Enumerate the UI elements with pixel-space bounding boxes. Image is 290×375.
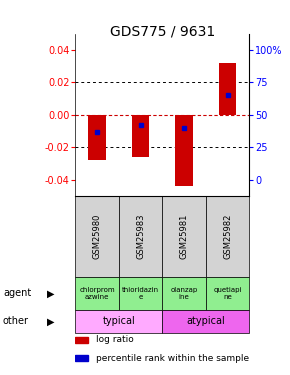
Bar (75, 196, 119, 277)
Bar (162, 277, 206, 310)
Bar (75, 310, 162, 333)
Text: percentile rank within the sample: percentile rank within the sample (96, 354, 249, 363)
Text: thioridazin
e: thioridazin e (122, 287, 159, 300)
Bar (162, 196, 206, 277)
Text: other: other (3, 316, 29, 326)
Text: GSM25980: GSM25980 (93, 214, 102, 259)
Text: GSM25983: GSM25983 (136, 214, 145, 259)
Bar (206, 196, 249, 277)
Text: GSM25982: GSM25982 (223, 214, 232, 259)
Text: ▶: ▶ (47, 316, 55, 326)
Text: atypical: atypical (186, 316, 225, 326)
Text: GDS775 / 9631: GDS775 / 9631 (110, 24, 215, 38)
Bar (162, 310, 249, 333)
Text: log ratio: log ratio (96, 335, 134, 344)
Bar (75, 356, 88, 362)
Bar (119, 196, 162, 277)
Text: agent: agent (3, 288, 31, 298)
Text: GSM25981: GSM25981 (180, 214, 189, 259)
Text: olanzap
ine: olanzap ine (171, 287, 198, 300)
Bar (75, 337, 88, 343)
Bar (206, 277, 249, 310)
Text: typical: typical (103, 316, 135, 326)
Bar (88, 115, 106, 160)
Bar (132, 115, 149, 157)
Text: ▶: ▶ (47, 288, 55, 298)
Bar (75, 277, 119, 310)
Bar (119, 277, 162, 310)
Bar (219, 63, 236, 115)
Text: chlorprom
azwine: chlorprom azwine (79, 287, 115, 300)
Text: quetiapi
ne: quetiapi ne (213, 287, 242, 300)
Bar (175, 115, 193, 186)
